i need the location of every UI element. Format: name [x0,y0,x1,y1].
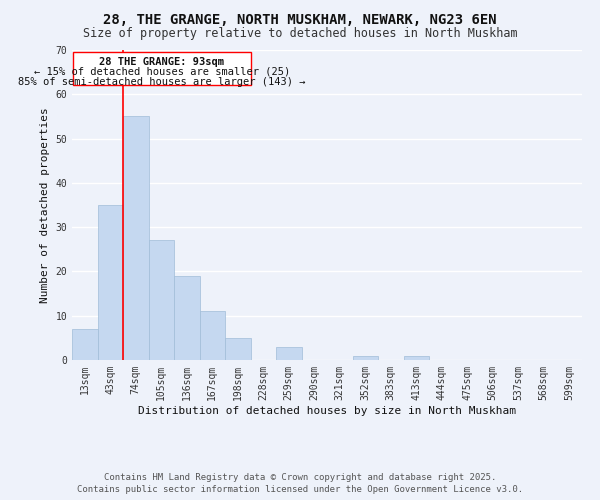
Bar [97,205,123,360]
Bar [72,329,97,360]
Bar [353,356,378,360]
Bar [199,312,225,360]
Bar [174,276,199,360]
FancyBboxPatch shape [73,52,251,86]
Bar [276,346,302,360]
Text: 28, THE GRANGE, NORTH MUSKHAM, NEWARK, NG23 6EN: 28, THE GRANGE, NORTH MUSKHAM, NEWARK, N… [103,12,497,26]
Text: Size of property relative to detached houses in North Muskham: Size of property relative to detached ho… [83,28,517,40]
Text: 85% of semi-detached houses are larger (143) →: 85% of semi-detached houses are larger (… [18,76,305,86]
Y-axis label: Number of detached properties: Number of detached properties [40,107,50,303]
Bar [123,116,149,360]
Text: 28 THE GRANGE: 93sqm: 28 THE GRANGE: 93sqm [99,56,224,66]
X-axis label: Distribution of detached houses by size in North Muskham: Distribution of detached houses by size … [138,406,516,415]
Bar [149,240,174,360]
Text: Contains HM Land Registry data © Crown copyright and database right 2025.
Contai: Contains HM Land Registry data © Crown c… [77,472,523,494]
Bar [225,338,251,360]
Bar [404,356,429,360]
Text: ← 15% of detached houses are smaller (25): ← 15% of detached houses are smaller (25… [34,67,290,77]
